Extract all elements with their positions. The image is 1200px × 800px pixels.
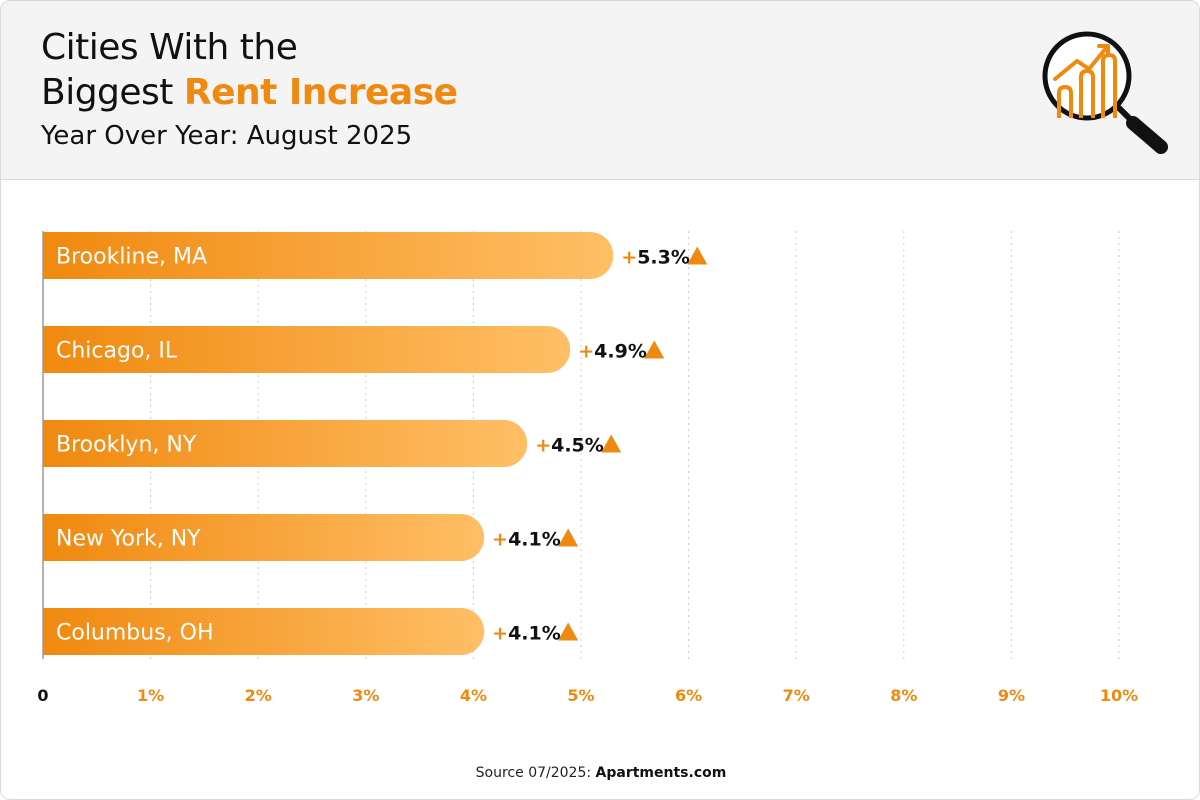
bar-category-label: Columbus, OH bbox=[56, 621, 214, 646]
source-brand: Apartments.com bbox=[595, 765, 727, 781]
x-tick-label: 3% bbox=[352, 686, 379, 705]
bar-value-label: +4.1% bbox=[492, 623, 561, 645]
subtitle: Year Over Year: August 2025 bbox=[41, 121, 413, 151]
x-tick-label: 6% bbox=[675, 686, 702, 705]
header: Cities With the Biggest Rent Increase Ye… bbox=[1, 1, 1199, 180]
x-tick-label: 8% bbox=[890, 686, 917, 705]
increase-triangle-icon bbox=[687, 246, 708, 265]
x-tick-label: 4% bbox=[460, 686, 487, 705]
title-line-1: Cities With the bbox=[41, 27, 298, 68]
bar-category-label: Brookline, MA bbox=[56, 245, 207, 270]
increase-triangle-icon bbox=[558, 528, 579, 547]
source-note: Source 07/2025: Apartments.com bbox=[1, 765, 1199, 781]
increase-triangle-icon bbox=[644, 340, 665, 359]
x-tick-label: 0 bbox=[37, 686, 48, 705]
x-tick-label: 10% bbox=[1100, 686, 1138, 705]
x-tick-label: 9% bbox=[998, 686, 1025, 705]
x-tick-label: 1% bbox=[137, 686, 164, 705]
bar-value-label: +5.3% bbox=[621, 247, 690, 269]
bar bbox=[43, 420, 528, 467]
x-axis-ticks: 0 1% 2% 3% 4% 5% 6% 7% 8% 9% 10% bbox=[37, 686, 1138, 705]
bar bbox=[43, 608, 485, 655]
title-accent: Rent Increase bbox=[183, 72, 458, 113]
increase-triangle-icon bbox=[558, 622, 579, 641]
source-prefix: Source 07/2025: bbox=[475, 765, 596, 781]
bar-value-label: +4.5% bbox=[535, 435, 604, 457]
bar-chart: Brookline, MA +5.3% Chicago, IL +4.9% Brookl… bbox=[37, 231, 1138, 705]
bar-value-label: +4.9% bbox=[578, 341, 647, 363]
bar-category-label: Chicago, IL bbox=[56, 339, 178, 364]
bar-category-label: Brooklyn, NY bbox=[56, 433, 197, 458]
title-line-2: Biggest Rent Increase bbox=[41, 73, 458, 113]
bar bbox=[43, 326, 571, 373]
bars: Brookline, MA +5.3% Chicago, IL +4.9% Brookl… bbox=[43, 232, 708, 655]
bar bbox=[43, 232, 614, 279]
x-tick-label: 5% bbox=[567, 686, 594, 705]
x-tick-label: 2% bbox=[245, 686, 272, 705]
increase-triangle-icon bbox=[601, 434, 622, 453]
x-tick-label: 7% bbox=[783, 686, 810, 705]
bar bbox=[43, 514, 485, 561]
magnifier-chart-icon bbox=[1042, 31, 1168, 154]
bar-category-label: New York, NY bbox=[56, 527, 201, 552]
bar-value-label: +4.1% bbox=[492, 529, 561, 551]
title-prefix: Biggest bbox=[41, 72, 184, 113]
